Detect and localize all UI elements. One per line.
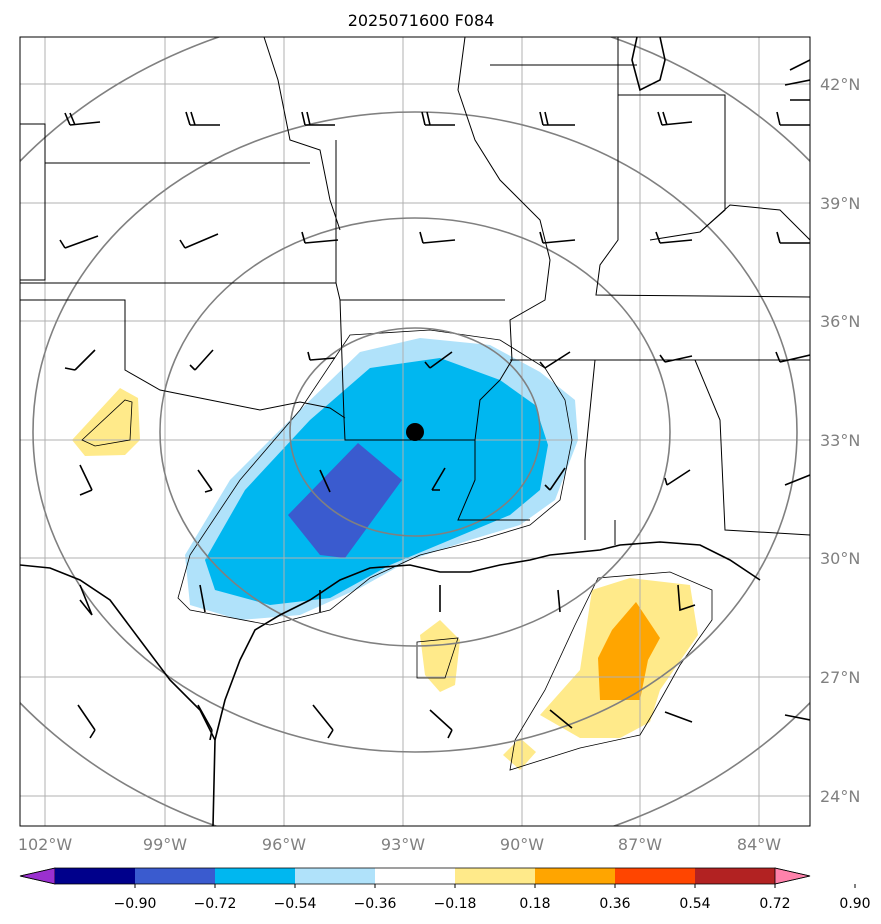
colorbar-tick-label: 0.72 xyxy=(759,896,790,912)
colorbar-tick-label: 0.36 xyxy=(599,896,630,912)
lat-label: 42°N xyxy=(820,75,860,94)
colorbar-tick-label: −0.36 xyxy=(354,896,397,912)
colorbar-segment xyxy=(295,868,376,884)
positive-orange-region xyxy=(598,602,660,700)
lon-label: 90°W xyxy=(500,835,544,854)
colorbar-tick-label: −0.72 xyxy=(194,896,237,912)
map-frame xyxy=(19,36,811,827)
colorbar-tick-label: −0.54 xyxy=(274,896,317,912)
lon-label: 96°W xyxy=(262,835,306,854)
wind-barbs xyxy=(59,111,810,741)
colorbar-segment xyxy=(615,868,696,884)
latitude-labels: 42°N 39°N 36°N 33°N 30°N 27°N 24°N xyxy=(820,75,860,806)
lon-label: 99°W xyxy=(143,835,187,854)
colorbar-extend-max xyxy=(774,867,811,885)
map-title: 2025071600 F084 xyxy=(348,11,495,30)
lon-label: 93°W xyxy=(381,835,425,854)
negative-dark-blue-region xyxy=(288,443,402,558)
center-marker xyxy=(406,423,424,441)
colorbar-segment xyxy=(55,868,136,884)
colorbar-segment xyxy=(695,868,776,884)
colorbar-tick-label: 0.90 xyxy=(839,896,870,912)
anomaly-fill xyxy=(72,338,698,770)
colorbar: −0.90 −0.72 −0.54 −0.36 −0.18 0.18 0.36 0.54 0.7… xyxy=(19,867,871,912)
lon-label: 102°W xyxy=(18,835,73,854)
lat-label: 27°N xyxy=(820,668,860,687)
contour-outlines xyxy=(81,329,713,771)
lat-label: 36°N xyxy=(820,312,860,331)
positive-yellow-region-gulf xyxy=(420,620,460,692)
colorbar-tick-label: 0.18 xyxy=(519,896,550,912)
lon-label: 84°W xyxy=(737,835,781,854)
colorbar-tick-label: −0.90 xyxy=(114,896,157,912)
longitude-labels: 102°W 99°W 96°W 93°W 90°W 87°W 84°W xyxy=(18,835,781,854)
state-boundaries xyxy=(20,37,810,545)
colorbar-segment xyxy=(135,868,216,884)
map-area xyxy=(20,37,810,826)
colorbar-tick-label: 0.54 xyxy=(679,896,710,912)
colorbar-extend-min xyxy=(19,867,56,885)
colorbar-outline xyxy=(19,867,811,885)
colorbar-segment xyxy=(215,868,296,884)
lat-label: 30°N xyxy=(820,549,860,568)
colorbar-segment xyxy=(375,868,456,884)
colorbar-tick-label: −0.18 xyxy=(434,896,477,912)
lat-label: 24°N xyxy=(820,787,860,806)
coastline xyxy=(20,37,810,826)
colorbar-segment xyxy=(455,868,536,884)
positive-yellow-region-west xyxy=(72,388,140,456)
lon-label: 87°W xyxy=(618,835,662,854)
lat-label: 39°N xyxy=(820,194,860,213)
lat-label: 33°N xyxy=(820,431,860,450)
colorbar-segment xyxy=(535,868,616,884)
distance-rings xyxy=(20,37,810,826)
